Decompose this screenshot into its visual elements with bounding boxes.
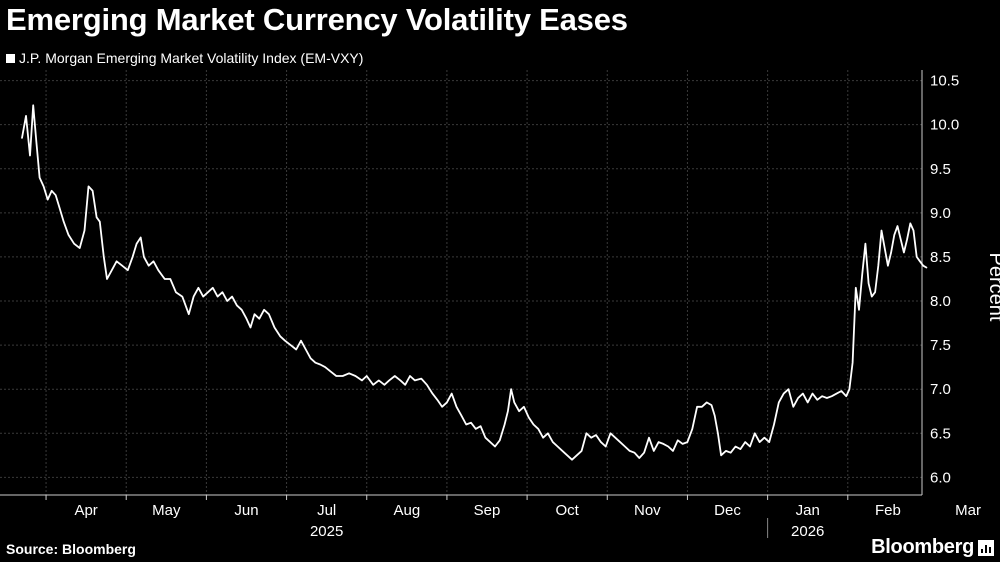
chart-title: Emerging Market Currency Volatility Ease… <box>6 2 628 37</box>
y-axis-label: Percent <box>985 253 1000 322</box>
y-tick-label: 7.5 <box>930 337 951 354</box>
y-tick-label: 10.0 <box>930 117 959 134</box>
y-tick-label: 6.5 <box>930 425 951 442</box>
legend: J.P. Morgan Emerging Market Volatility I… <box>6 50 363 66</box>
y-tick-label: 7.0 <box>930 381 951 398</box>
brand-name: Bloomberg <box>871 536 974 558</box>
series-layer <box>21 104 928 461</box>
grid-layer <box>0 70 922 495</box>
x-tick-label: May <box>152 502 181 519</box>
x-tick-label: Feb <box>875 502 901 519</box>
series-line-em-vxy <box>21 104 928 461</box>
legend-swatch <box>6 53 15 63</box>
bar-chart-icon <box>978 539 994 556</box>
year-label: 2025 <box>310 523 343 540</box>
y-tick-label: 9.0 <box>930 205 951 222</box>
y-tick-label: 9.5 <box>930 161 951 178</box>
x-tick-label: Nov <box>634 502 661 519</box>
year-label: 2026 <box>791 523 824 540</box>
y-tick-label: 10.5 <box>930 73 959 90</box>
x-tick-label: Jul <box>317 502 336 519</box>
x-tick-label: Oct <box>556 502 580 519</box>
x-tick-label: Mar <box>955 502 981 519</box>
x-tick-label: Dec <box>714 502 741 519</box>
y-tick-label: 8.5 <box>930 249 951 266</box>
x-tick-label: Jan <box>796 502 820 519</box>
x-tick-label: Sep <box>474 502 501 519</box>
y-tick-label: 6.0 <box>930 469 951 486</box>
source-note: Source: Bloomberg <box>6 541 136 557</box>
x-tick-label: Jun <box>234 502 258 519</box>
bloomberg-logo: Bloomberg <box>871 536 994 559</box>
y-tick-label: 8.0 <box>930 293 951 310</box>
legend-label: J.P. Morgan Emerging Market Volatility I… <box>19 50 364 66</box>
x-tick-label: Apr <box>74 502 97 519</box>
axis-layer: 6.0 6.5 7.0 7.5 8.0 8.5 9.0 9.5 10.0 10.5 Apr May Ju… <box>0 70 981 540</box>
x-tick-label: Aug <box>393 502 420 519</box>
